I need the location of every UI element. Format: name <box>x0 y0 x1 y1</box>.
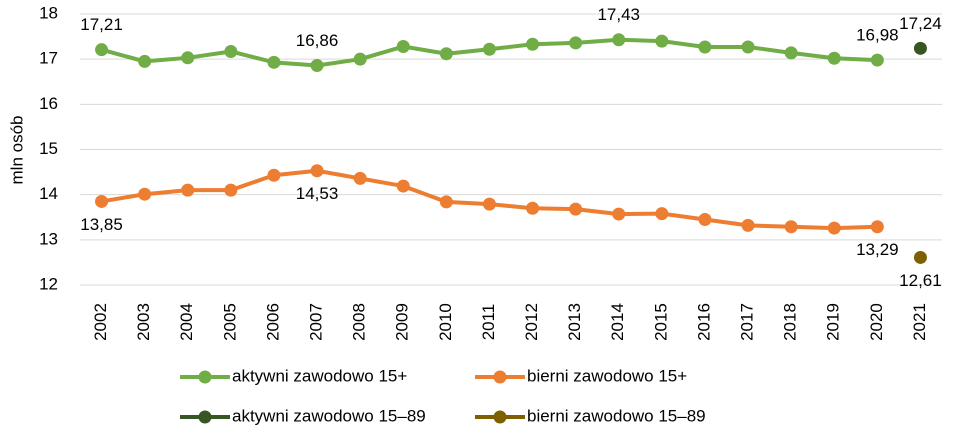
point <box>267 55 281 69</box>
x-tick-label: 2002 <box>91 303 110 341</box>
x-tick-label: 2011 <box>479 304 498 341</box>
point <box>827 51 841 65</box>
point <box>913 41 927 55</box>
point <box>698 213 712 227</box>
y-tick-label: 12 <box>39 274 58 293</box>
point <box>827 221 841 235</box>
data-label: 16,86 <box>296 31 339 50</box>
point <box>741 40 755 54</box>
point <box>870 220 884 234</box>
x-tick-label: 2009 <box>393 303 412 341</box>
x-tick-label: 2012 <box>522 303 541 341</box>
legend-marker <box>198 410 212 424</box>
point <box>310 58 324 72</box>
point <box>310 164 324 178</box>
y-tick-label: 18 <box>39 3 58 22</box>
point <box>95 194 109 208</box>
legend-marker <box>198 370 212 384</box>
point <box>138 187 152 201</box>
point <box>439 195 453 209</box>
point <box>482 197 496 211</box>
legend-label: bierni zawodowo 15+ <box>527 366 687 385</box>
legend-label: bierni zawodowo 15–89 <box>527 406 706 425</box>
point <box>439 47 453 61</box>
point <box>396 40 410 54</box>
x-tick-label: 2005 <box>220 303 239 341</box>
legend-label: aktywni zawodowo 15+ <box>232 366 407 385</box>
x-tick-label: 2015 <box>651 303 670 341</box>
point <box>870 53 884 67</box>
legend-marker <box>493 370 507 384</box>
x-tick-label: 2014 <box>608 303 627 341</box>
point <box>612 33 626 47</box>
point <box>224 183 238 197</box>
point <box>181 183 195 197</box>
x-tick-label: 2004 <box>177 303 196 341</box>
point <box>655 207 669 221</box>
x-tick-label: 2003 <box>134 303 153 341</box>
x-tick-label: 2006 <box>263 303 282 341</box>
data-label: 17,21 <box>80 15 123 34</box>
legend-label: aktywni zawodowo 15–89 <box>232 406 426 425</box>
point <box>353 52 367 66</box>
point <box>224 44 238 58</box>
x-tick-label: 2020 <box>867 303 886 341</box>
data-label: 14,53 <box>296 184 339 203</box>
x-tick-label: 2007 <box>307 303 326 341</box>
data-label: 16,98 <box>856 26 899 45</box>
data-label: 17,24 <box>899 14 942 33</box>
point <box>741 218 755 232</box>
x-tick-label: 2017 <box>738 303 757 341</box>
point <box>612 207 626 221</box>
data-label: 17,43 <box>597 5 640 24</box>
point <box>655 34 669 48</box>
point <box>913 250 927 264</box>
point <box>396 179 410 193</box>
point <box>482 42 496 56</box>
point <box>95 43 109 57</box>
point <box>569 202 583 216</box>
point <box>526 37 540 51</box>
point <box>138 54 152 68</box>
data-label: 13,29 <box>856 240 899 259</box>
point <box>267 168 281 182</box>
data-label: 13,85 <box>80 215 123 234</box>
y-tick-label: 17 <box>39 49 58 68</box>
point <box>698 40 712 54</box>
x-tick-label: 2013 <box>565 303 584 341</box>
x-tick-label: 2019 <box>824 303 843 341</box>
x-tick-label: 2018 <box>781 303 800 341</box>
point <box>181 51 195 65</box>
y-axis-label: mln osób <box>7 116 26 185</box>
point <box>569 36 583 50</box>
point <box>784 46 798 60</box>
x-tick-label: 2008 <box>350 303 369 341</box>
x-tick-label: 2021 <box>910 303 929 341</box>
x-tick-label: 2010 <box>436 303 455 341</box>
y-tick-label: 16 <box>39 94 58 113</box>
y-tick-label: 14 <box>39 184 58 203</box>
point <box>353 171 367 185</box>
x-tick-label: 2016 <box>694 303 713 341</box>
point <box>526 201 540 215</box>
y-tick-label: 15 <box>39 139 58 158</box>
data-label: 12,61 <box>899 271 942 290</box>
legend-marker <box>493 410 507 424</box>
y-tick-label: 13 <box>39 229 58 248</box>
point <box>784 220 798 234</box>
